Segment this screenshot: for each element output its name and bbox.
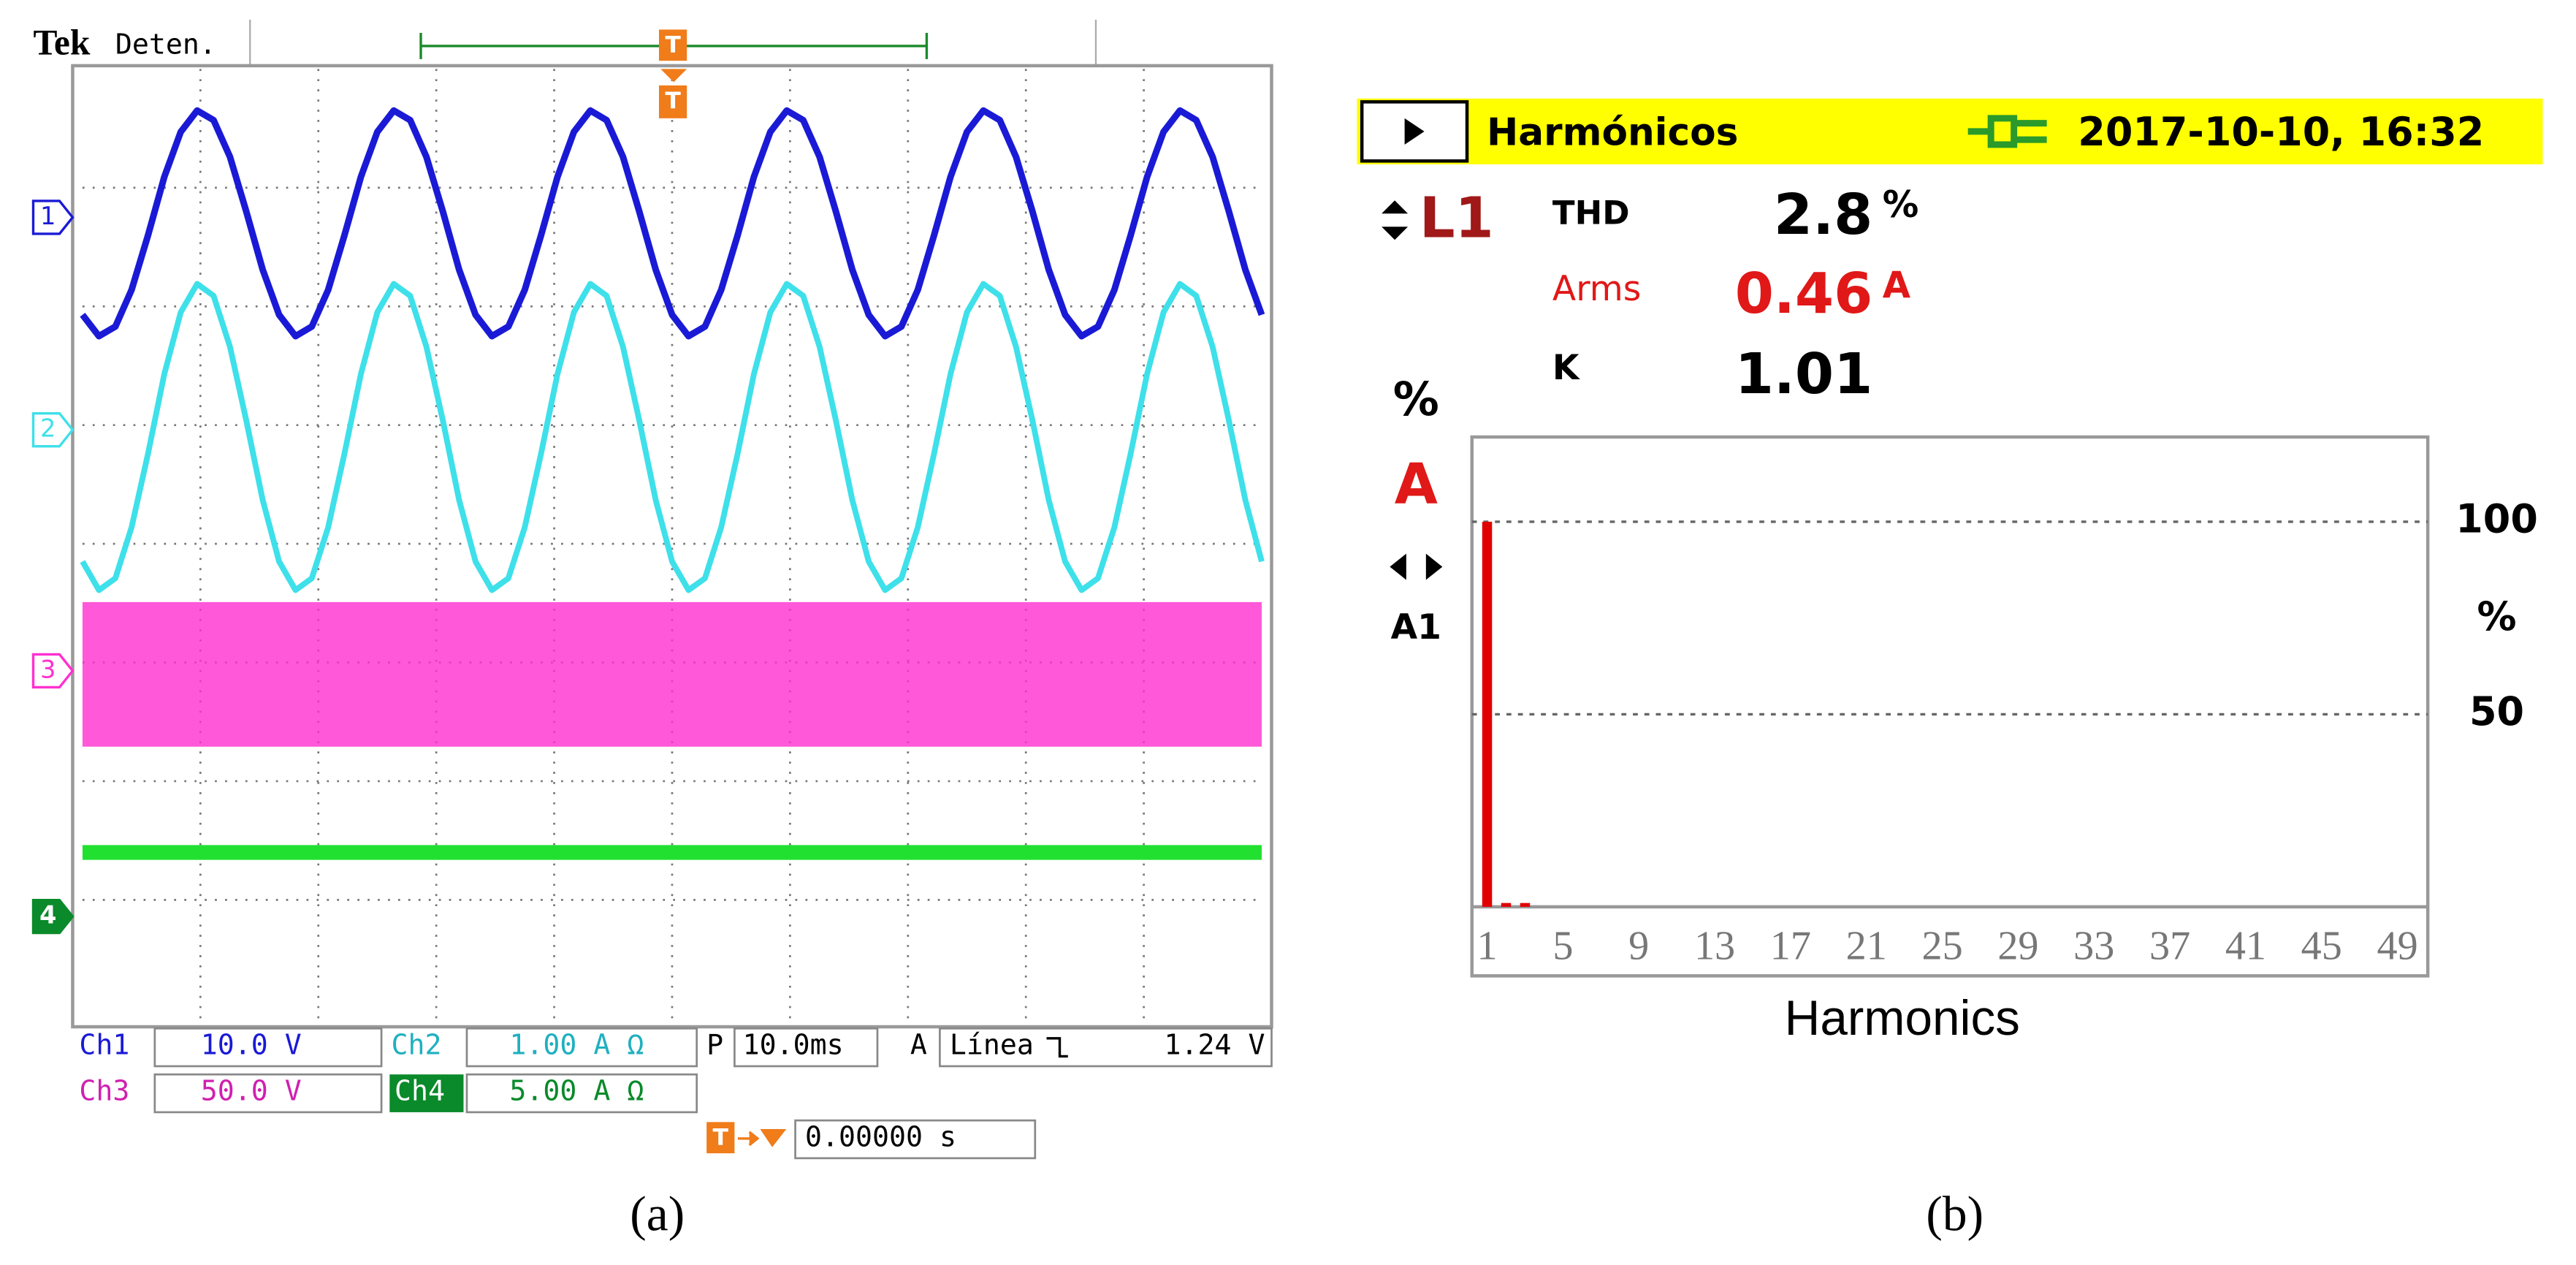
scope-panel: Tek Deten. T T Ch1 10.0 V Ch2 1.00 A Ω P…	[33, 19, 1273, 1242]
x-tick-label: 1	[1477, 923, 1498, 968]
status: Deten.	[115, 29, 216, 61]
trigger-arrow	[660, 69, 687, 83]
k-value: 1.01	[1735, 342, 1873, 407]
header-bar	[1357, 98, 2543, 164]
x-tick-label: 29	[1997, 923, 2038, 968]
channel-marker	[31, 653, 75, 689]
x-tick-label: 33	[2073, 923, 2114, 968]
trigger-marker: T	[665, 88, 681, 114]
x-tick-label: 9	[1628, 923, 1649, 968]
scale-box	[465, 1073, 698, 1114]
harmonics-panel: Harmónicos 2017-10-10, 16:32 L1 THD 2.8 …	[1357, 98, 2543, 1242]
x-tick-label: 49	[2377, 923, 2418, 968]
channel-marker-label: 2	[40, 414, 56, 443]
trigger-source: A	[910, 1030, 927, 1062]
channel-name: Ch2	[392, 1030, 442, 1062]
channel-badge	[389, 1074, 464, 1112]
scope-plot	[80, 69, 1265, 1019]
y-tick-label: 50	[2469, 688, 2524, 734]
channel-marker	[31, 898, 75, 935]
x-tick-label: 25	[1921, 923, 1962, 968]
trigger-level: 1.24 V	[1165, 1030, 1265, 1062]
channel-marker-label: 4	[39, 901, 56, 930]
plug-icon	[1967, 115, 2047, 148]
caption: (b)	[1926, 1187, 1984, 1242]
channel-scale: 5.00 A Ω	[509, 1075, 644, 1107]
trigger-marker: T	[713, 1125, 729, 1151]
channel-marker	[31, 200, 75, 235]
timebase: 10.0ms	[743, 1030, 844, 1062]
arms-unit: A	[1883, 264, 1911, 306]
bar	[1482, 521, 1493, 907]
scope-screen	[71, 64, 1273, 1029]
channel-name: Ch4	[395, 1075, 445, 1107]
thd-label: THD	[1552, 193, 1630, 232]
x-tick-label: 21	[1846, 923, 1887, 968]
screen-title: Harmónicos	[1487, 110, 1738, 154]
unit-option[interactable]: %	[1393, 373, 1439, 426]
cursor: A1	[1391, 607, 1441, 647]
trigger-marker: T	[665, 32, 681, 58]
trace	[80, 281, 1265, 593]
timebase-box	[733, 1027, 879, 1068]
datetime: 2017-10-10, 16:32	[2078, 109, 2484, 155]
phase: L1	[1420, 186, 1494, 251]
arms-value: 0.46	[1735, 262, 1873, 327]
trace	[80, 107, 1265, 340]
menu-button[interactable]	[1360, 100, 1469, 163]
channel-marker-label: 3	[40, 655, 56, 683]
channel-scale: 50.0 V	[201, 1075, 302, 1107]
delay-box	[794, 1119, 1037, 1160]
x-tick-label: 37	[2149, 923, 2190, 968]
trigger-position	[706, 1122, 735, 1154]
thd-unit: %	[1883, 183, 1919, 226]
x-tick-label: 45	[2301, 923, 2342, 968]
trigger-point	[658, 85, 687, 118]
trigger-box	[939, 1027, 1273, 1068]
channel-marker	[31, 412, 75, 448]
x-tick-label: 41	[2225, 923, 2266, 968]
bar	[1501, 903, 1512, 907]
channel-name: Ch3	[79, 1075, 129, 1107]
thd-value: 2.8	[1774, 183, 1872, 248]
trigger-label: Línea	[950, 1030, 1034, 1062]
channel-scale: 10.0 V	[201, 1030, 302, 1062]
x-tick-label: 13	[1694, 923, 1735, 968]
arms-label: Arms	[1552, 269, 1641, 309]
harmonics-plot: 50 100 1 5 9 13 17 21 25 29 33 37 41 45 49	[1471, 496, 2538, 968]
k-label: K	[1552, 348, 1580, 388]
channel-name: Ch1	[79, 1030, 129, 1062]
unit-option[interactable]: A	[1395, 452, 1438, 517]
scale-box	[153, 1073, 383, 1114]
x-tick-label: 17	[1770, 923, 1811, 968]
trigger-time: 0.00000 s	[805, 1121, 956, 1153]
bar	[1520, 903, 1531, 907]
x-axis-label: Harmonics	[1785, 991, 2020, 1046]
y-unit: %	[2477, 593, 2517, 639]
timebase-prefix: P	[706, 1030, 723, 1062]
brand: Tek	[33, 22, 90, 62]
slope-icon	[1046, 1037, 1068, 1058]
play-icon	[1404, 118, 1425, 145]
delay-icon	[737, 1128, 787, 1147]
caption: (a)	[630, 1187, 685, 1242]
y-tick-label: 100	[2455, 496, 2538, 542]
x-tick-label: 5	[1552, 923, 1573, 968]
trigger-position	[658, 29, 687, 61]
chart-frame	[1470, 435, 2430, 978]
updown-icon	[1382, 200, 1409, 240]
cursor-arrows	[1390, 553, 1443, 580]
channel-marker-label: 1	[40, 202, 56, 230]
scale-box	[153, 1027, 383, 1068]
scale-box	[465, 1027, 698, 1068]
channel-scale: 1.00 A Ω	[509, 1030, 644, 1062]
